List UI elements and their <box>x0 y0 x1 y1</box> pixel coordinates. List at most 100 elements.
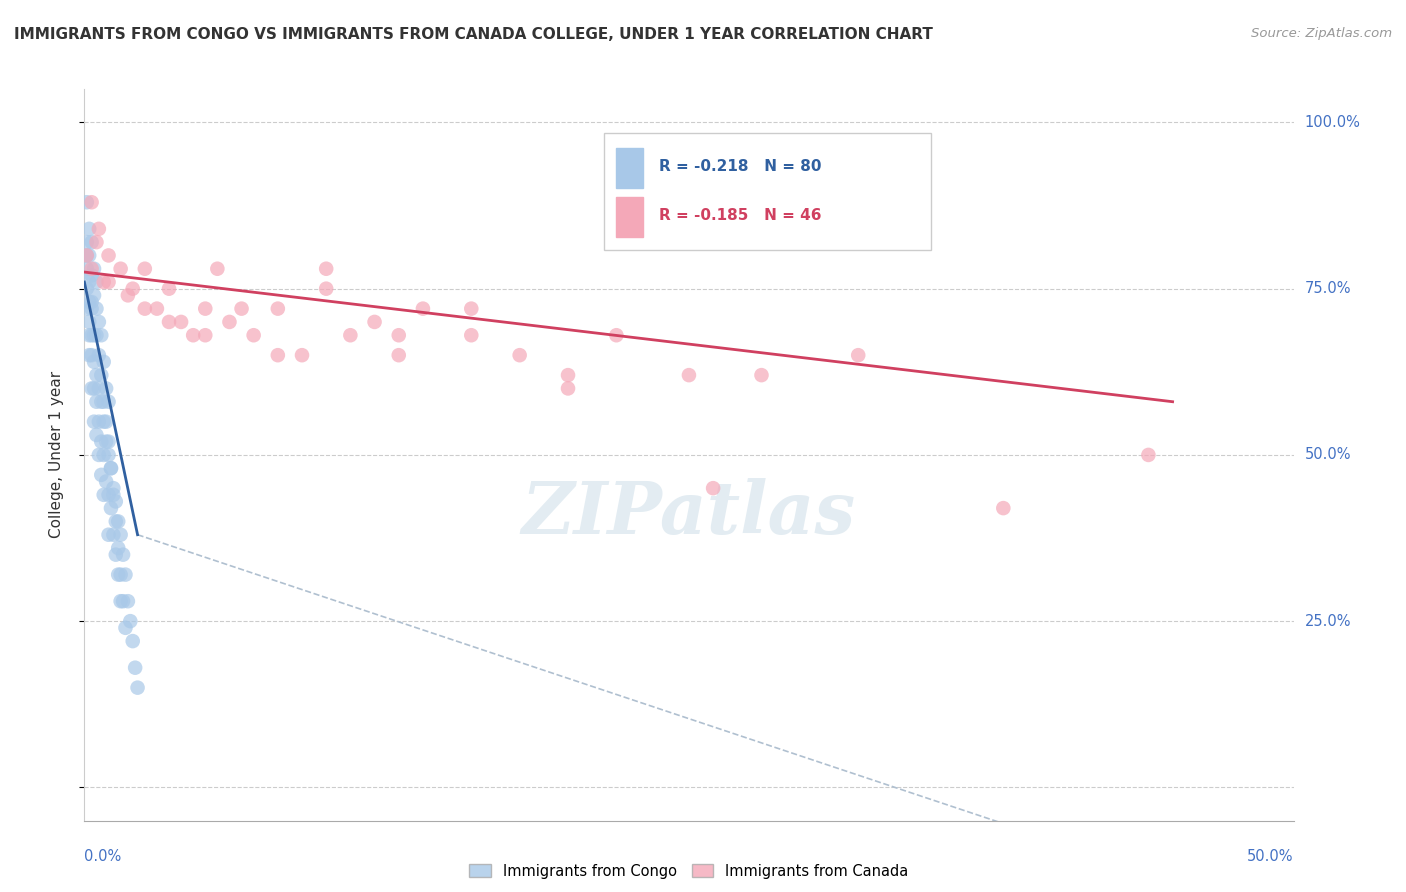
Text: IMMIGRANTS FROM CONGO VS IMMIGRANTS FROM CANADA COLLEGE, UNDER 1 YEAR CORRELATIO: IMMIGRANTS FROM CONGO VS IMMIGRANTS FROM… <box>14 27 934 42</box>
Point <box>1137 448 1160 462</box>
Point <box>97 448 120 462</box>
Text: R = -0.185   N = 46: R = -0.185 N = 46 <box>658 208 821 223</box>
Point <box>110 594 132 608</box>
Point <box>86 428 108 442</box>
Text: ZIPatlas: ZIPatlas <box>522 478 856 549</box>
Point <box>94 434 117 449</box>
Point <box>291 348 314 362</box>
Point <box>87 348 110 362</box>
Text: R = -0.218   N = 80: R = -0.218 N = 80 <box>658 160 821 174</box>
Point <box>110 261 132 276</box>
Point <box>83 261 105 276</box>
Point <box>76 248 98 262</box>
Point <box>557 368 579 383</box>
Point <box>77 275 100 289</box>
Point <box>76 235 98 249</box>
Point <box>87 222 110 236</box>
Point <box>751 368 773 383</box>
Point <box>678 368 700 383</box>
FancyBboxPatch shape <box>605 133 931 250</box>
Point <box>77 248 100 262</box>
Point <box>93 415 115 429</box>
Point <box>104 515 127 529</box>
Point <box>110 527 132 541</box>
Point <box>605 328 627 343</box>
Point <box>146 301 169 316</box>
Point <box>315 282 337 296</box>
Point <box>120 614 142 628</box>
Point <box>97 434 120 449</box>
Point <box>134 261 156 276</box>
Point <box>93 448 115 462</box>
Point <box>76 301 98 316</box>
Point <box>124 661 146 675</box>
Point <box>388 328 411 343</box>
Point <box>134 301 156 316</box>
Bar <box>616 148 643 188</box>
Point <box>460 328 482 343</box>
Point <box>702 481 724 495</box>
Point <box>83 288 105 302</box>
Point <box>93 488 115 502</box>
Point <box>80 261 103 276</box>
Point <box>846 348 869 362</box>
Text: 0.0%: 0.0% <box>84 849 121 863</box>
Point <box>80 268 103 283</box>
Point <box>157 315 180 329</box>
Point <box>90 467 112 482</box>
Point <box>77 315 100 329</box>
Point <box>104 494 127 508</box>
Point <box>77 348 100 362</box>
Point <box>170 315 193 329</box>
Point <box>121 282 143 296</box>
Point <box>86 235 108 249</box>
Point <box>80 301 103 316</box>
Point <box>993 501 1015 516</box>
Point <box>114 621 136 635</box>
Point <box>194 301 217 316</box>
Point <box>363 315 385 329</box>
Point <box>86 275 108 289</box>
Point <box>114 567 136 582</box>
Point <box>80 235 103 249</box>
Point <box>117 288 139 302</box>
Point <box>107 541 129 555</box>
Point <box>90 434 112 449</box>
Point <box>509 348 531 362</box>
Point <box>94 415 117 429</box>
Point <box>412 301 434 316</box>
Point <box>93 355 115 369</box>
Point <box>86 394 108 409</box>
Text: 100.0%: 100.0% <box>1305 115 1361 130</box>
Point <box>86 328 108 343</box>
Point <box>97 248 120 262</box>
Point <box>86 368 108 383</box>
Point <box>77 222 100 236</box>
Point <box>231 301 253 316</box>
Point <box>80 381 103 395</box>
Point <box>267 348 290 362</box>
Point <box>76 261 98 276</box>
Point <box>80 348 103 362</box>
Point <box>87 381 110 395</box>
Point <box>76 282 98 296</box>
Point <box>388 348 411 362</box>
Point <box>87 448 110 462</box>
Point <box>112 548 135 562</box>
Point <box>112 594 135 608</box>
Point <box>121 634 143 648</box>
Text: 50.0%: 50.0% <box>1305 448 1351 462</box>
Point <box>110 567 132 582</box>
Point <box>127 681 149 695</box>
Point <box>107 567 129 582</box>
Point <box>97 394 120 409</box>
Point <box>90 368 112 383</box>
Point <box>100 461 122 475</box>
Point <box>100 501 122 516</box>
Bar <box>616 197 643 237</box>
Point <box>80 195 103 210</box>
Text: Source: ZipAtlas.com: Source: ZipAtlas.com <box>1251 27 1392 40</box>
Point <box>94 475 117 489</box>
Point <box>100 461 122 475</box>
Point <box>103 527 125 541</box>
